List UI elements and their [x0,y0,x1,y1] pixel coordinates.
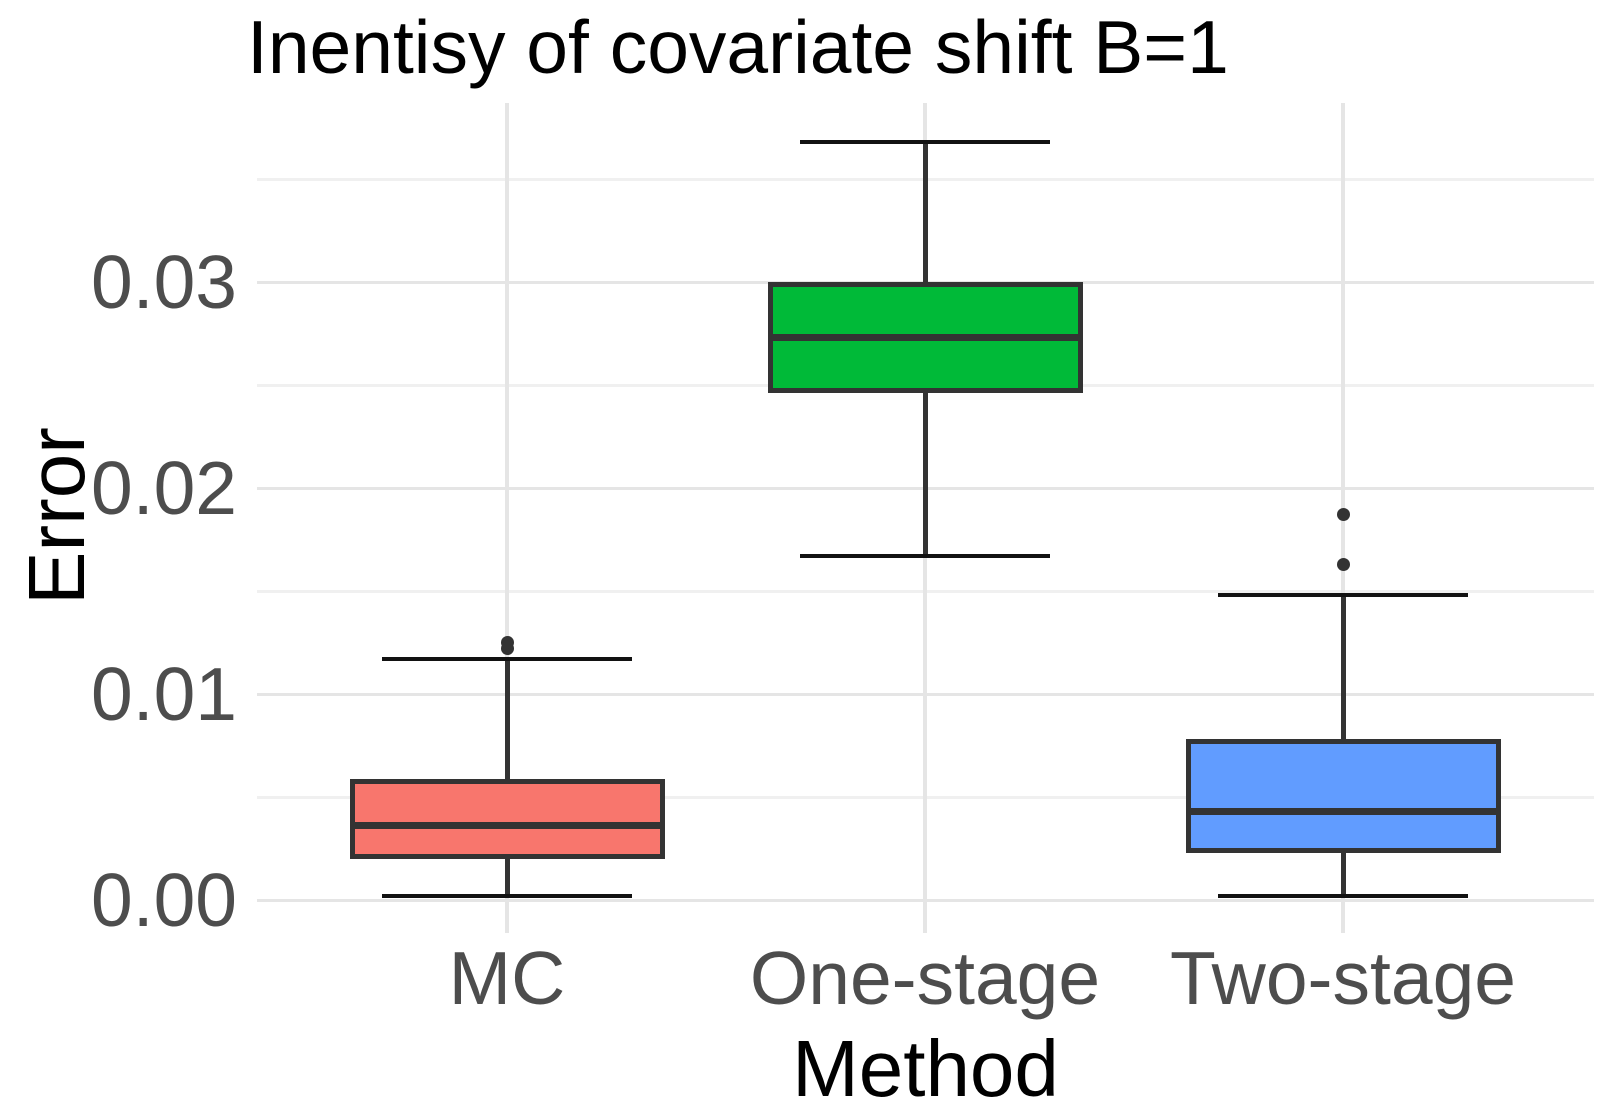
chart-title: Inentisy of covariate shift B=1 [247,5,1229,89]
y-tick-label: 0.02 [91,446,237,531]
median-line [349,822,665,830]
outlier-point [1336,508,1350,522]
outlier-point [1336,557,1350,571]
y-tick-label: 0.00 [91,858,237,943]
x-tick-label: MC [448,936,566,1020]
upper-whisker-cap [1218,593,1468,598]
upper-whisker-cap [382,657,632,662]
lower-whisker [922,393,928,557]
x-gridline [505,103,509,933]
x-tick-label: Two-stage [1170,936,1516,1020]
y-tick-label: 0.03 [91,240,237,325]
x-axis-title: Method [792,1024,1059,1113]
x-tick-label: One-stage [749,936,1101,1020]
lower-whisker-cap [382,893,632,898]
y-tick-label: 0.01 [91,652,237,737]
lower-whisker-cap [800,554,1050,559]
lower-whisker [504,858,510,896]
box [1185,739,1501,853]
lower-whisker [1340,852,1346,896]
lower-whisker-cap [1218,893,1468,898]
outlier-point [500,636,514,650]
upper-whisker [504,659,510,779]
upper-whisker-cap [800,140,1050,145]
median-line [1185,807,1501,815]
median-line [767,334,1083,342]
upper-whisker [922,142,928,283]
box [349,778,665,859]
upper-whisker [1340,595,1346,740]
